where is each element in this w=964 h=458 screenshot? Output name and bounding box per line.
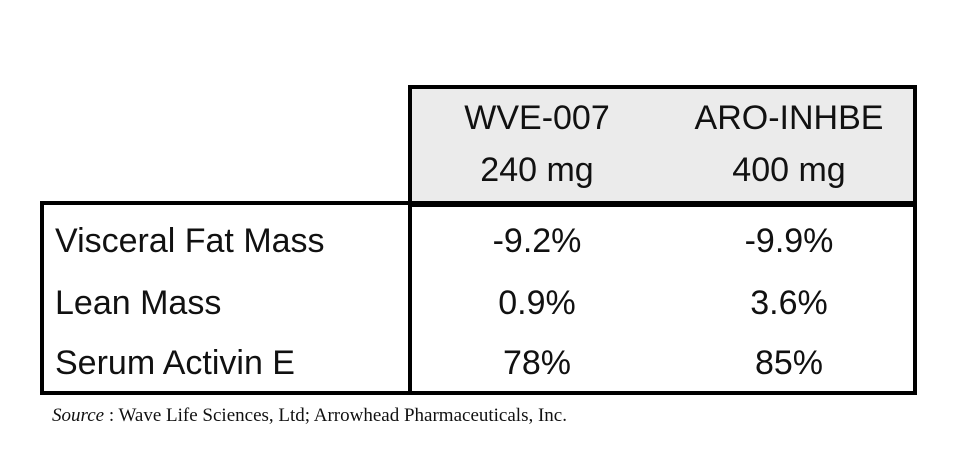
header-cell: 240 mg [480, 151, 594, 189]
cell: -9.9% [744, 222, 834, 260]
source-text: : Wave Life Sciences, Ltd; Arrowhead Pha… [108, 405, 567, 426]
header-cell: 400 mg [732, 151, 846, 189]
row-label: Visceral Fat Mass [55, 222, 325, 260]
source-label: Source [52, 405, 105, 426]
cell: 85% [754, 344, 824, 382]
header-cell: WVE-007 [464, 99, 610, 137]
row-label: Serum Activin E [55, 344, 295, 382]
cell: 3.6% [750, 284, 828, 322]
row-label: Lean Mass [55, 284, 222, 322]
source-note: Source : Wave Life Sciences, Ltd; Arrowh… [52, 405, 567, 427]
cell: 0.9% [498, 284, 576, 322]
header-cell: ARO-INHBE [694, 99, 884, 137]
body-box [40, 201, 917, 395]
cell: 78% [502, 344, 572, 382]
cell: -9.2% [492, 222, 582, 260]
header-box [408, 85, 917, 207]
column-divider [408, 201, 412, 395]
